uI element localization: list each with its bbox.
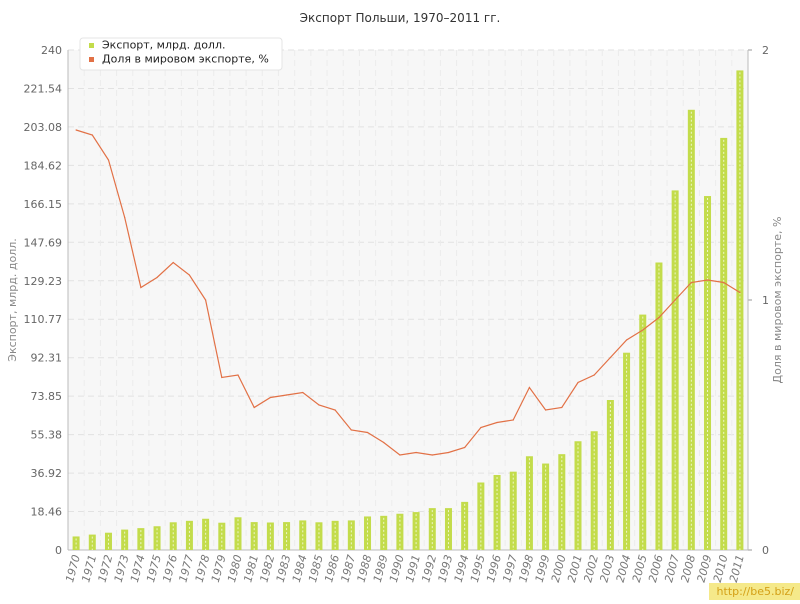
point-world-share-1991 [415, 451, 417, 454]
point-world-share-1992 [431, 454, 433, 456]
point-world-share-2001 [577, 381, 579, 384]
point-world-share-1979 [221, 376, 223, 379]
y-tick-label: 221.54 [24, 82, 63, 95]
point-world-share-1981 [253, 406, 255, 409]
point-world-share-1980 [237, 374, 239, 376]
point-world-share-1987 [350, 429, 352, 431]
legend-swatch-bar [89, 43, 94, 48]
point-world-share-1994 [464, 446, 466, 449]
y-tick-label: 129.23 [24, 275, 63, 288]
point-world-share-1978 [205, 299, 207, 301]
y2-axis-title: Доля в мировом экспорте, % [771, 217, 784, 384]
point-world-share-1974 [140, 286, 142, 289]
bar-export-1993 [444, 508, 452, 550]
point-world-share-2005 [642, 329, 644, 331]
y-tick-label: 18.46 [31, 506, 63, 519]
point-world-share-2007 [674, 299, 676, 301]
point-world-share-1988 [366, 431, 369, 434]
bar-export-1980 [234, 517, 242, 550]
legend-label-bar: Экспорт, млрд. долл. [102, 39, 225, 52]
bar-export-1989 [380, 515, 388, 550]
point-world-share-1997 [512, 419, 514, 421]
point-world-share-1985 [318, 404, 320, 406]
bar-export-1992 [428, 508, 436, 550]
bar-export-1995 [477, 482, 485, 550]
point-world-share-1999 [545, 409, 547, 411]
bar-export-1976 [169, 522, 177, 550]
watermark-link[interactable]: http://be5.biz/ [708, 583, 800, 600]
legend-swatch-line [89, 57, 94, 62]
point-world-share-1989 [383, 441, 385, 444]
point-world-share-2003 [609, 356, 611, 359]
y2-tick-label: 0 [762, 544, 769, 557]
point-world-share-1972 [107, 159, 110, 161]
line-world-share [75, 129, 741, 456]
legend-label-line: Доля в мировом экспорте, % [102, 53, 269, 66]
bar-export-1994 [461, 501, 469, 550]
bar-export-1979 [218, 522, 226, 550]
point-world-share-1971 [91, 134, 93, 136]
bar-export-2009 [704, 196, 712, 550]
bar-export-2005 [639, 314, 647, 550]
y-tick-label: 0 [55, 544, 62, 557]
bar-export-1972 [104, 532, 112, 550]
y-tick-label: 73.85 [31, 390, 63, 403]
point-world-share-1973 [124, 216, 126, 219]
y-tick-label: 36.92 [31, 467, 63, 480]
bar-export-1988 [364, 516, 372, 550]
bar-export-1983 [283, 522, 291, 550]
point-world-share-2009 [706, 279, 709, 281]
point-world-share-2002 [593, 374, 595, 376]
bar-export-1981 [250, 522, 258, 550]
point-world-share-1970 [75, 129, 77, 131]
y-tick-label: 184.62 [24, 159, 63, 172]
point-world-share-2010 [723, 281, 725, 284]
point-world-share-1995 [480, 426, 482, 429]
point-world-share-1977 [188, 274, 191, 276]
y-tick-label: 92.31 [31, 352, 63, 365]
bar-export-1996 [493, 475, 501, 550]
y-tick-label: 147.69 [24, 236, 63, 249]
point-world-share-1984 [302, 391, 304, 394]
point-world-share-1975 [156, 276, 158, 279]
point-world-share-1983 [285, 394, 288, 396]
bar-export-2008 [687, 109, 695, 551]
point-world-share-1990 [399, 454, 401, 456]
point-world-share-1993 [447, 451, 450, 454]
legend-box [79, 37, 283, 71]
y2-tick-label: 2 [762, 44, 769, 57]
point-world-share-1982 [269, 396, 271, 399]
y2-tick-label: 1 [762, 294, 769, 307]
y-tick-label: 240 [41, 44, 62, 57]
bar-export-1982 [266, 522, 274, 550]
y-tick-label: 203.08 [24, 121, 63, 134]
point-world-share-1996 [496, 421, 498, 424]
point-world-share-1986 [334, 409, 336, 411]
point-world-share-2000 [561, 406, 563, 409]
y-axis-title: Экспорт, млрд. долл. [6, 238, 19, 361]
point-world-share-2011 [739, 291, 741, 294]
chart-title: Экспорт Польши, 1970–2011 гг. [300, 11, 501, 25]
point-world-share-2008 [690, 281, 692, 284]
point-world-share-2004 [625, 339, 628, 341]
point-world-share-1998 [528, 386, 531, 389]
y-tick-label: 166.15 [24, 198, 63, 211]
y-tick-label: 55.38 [31, 429, 63, 442]
point-world-share-2006 [658, 316, 660, 319]
point-world-share-1976 [172, 261, 174, 264]
bar-export-1985 [315, 522, 323, 550]
y-tick-label: 110.77 [24, 313, 63, 326]
